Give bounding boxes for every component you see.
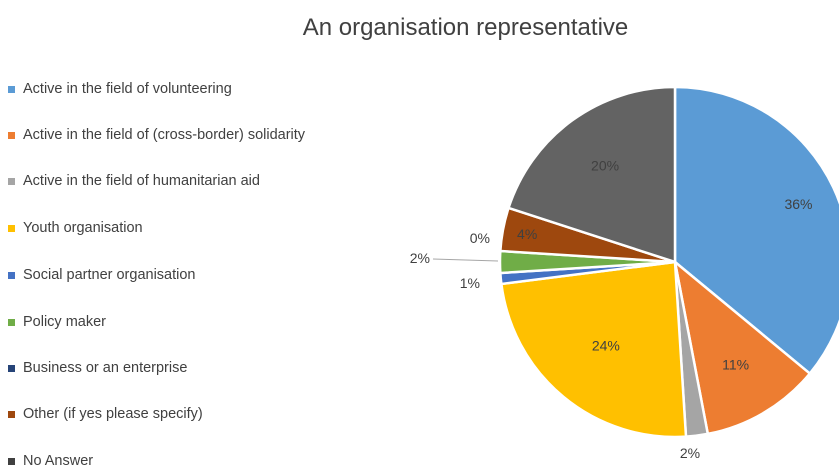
slice-data-label: 11% xyxy=(722,356,749,372)
legend-swatch xyxy=(8,132,15,139)
legend-label: Business or an enterprise xyxy=(23,360,188,376)
slice-data-label: 20% xyxy=(591,158,619,174)
pie-data-labels: 36% 11% 2% 24% 1% 2% 0% 4% 20% xyxy=(410,158,813,461)
legend-label: Policy maker xyxy=(23,314,106,330)
legend-item-no-answer: No Answer xyxy=(8,452,93,470)
pie-slice xyxy=(673,258,812,436)
slice-data-label: 2% xyxy=(410,250,430,266)
pie-slices xyxy=(498,85,839,439)
legend-label: Other (if yes please specify) xyxy=(23,406,203,422)
legend-swatch xyxy=(8,86,15,93)
legend-label: Social partner organisation xyxy=(23,267,196,283)
legend-swatch xyxy=(8,365,15,372)
pie-slice xyxy=(499,260,688,439)
legend-item-other: Other (if yes please specify) xyxy=(8,405,203,423)
chart-title: An organisation representative xyxy=(302,14,629,41)
slice-data-label: 1% xyxy=(460,275,480,291)
legend-swatch xyxy=(8,178,15,185)
legend-swatch xyxy=(8,225,15,232)
legend-swatch xyxy=(8,272,15,279)
slice-data-label: 0% xyxy=(470,230,490,246)
legend-label: Active in the field of (cross-border) so… xyxy=(23,127,306,143)
legend-item-solidarity: Active in the field of (cross-border) so… xyxy=(8,126,323,144)
legend-item-policy-maker: Policy maker xyxy=(8,313,106,331)
legend-item-business: Business or an enterprise xyxy=(8,359,187,377)
legend-item-youth-organisation: Youth organisation xyxy=(8,219,143,237)
leader-line xyxy=(432,258,499,262)
legend-item-social-partner: Social partner organisation xyxy=(8,266,196,284)
legend-swatch xyxy=(8,458,15,465)
slice-data-label: 36% xyxy=(784,196,812,212)
legend-label: Youth organisation xyxy=(23,220,143,236)
legend-item-humanitarian-aid: Active in the field of humanitarian aid xyxy=(8,172,260,190)
legend-label: No Answer xyxy=(23,453,94,469)
slice-data-label: 2% xyxy=(680,445,700,461)
legend-swatch xyxy=(8,411,15,418)
slice-data-label: 4% xyxy=(517,226,537,242)
legend-label: Active in the field of volunteering xyxy=(23,81,232,97)
pie-leader-lines xyxy=(432,258,499,262)
legend-item-volunteering: Active in the field of volunteering xyxy=(8,80,232,98)
legend-label: Active in the field of humanitarian aid xyxy=(23,173,260,189)
pie-slice xyxy=(673,85,839,376)
legend-swatch xyxy=(8,319,15,326)
slice-data-label: 24% xyxy=(592,338,620,354)
pie-slice xyxy=(506,85,677,264)
